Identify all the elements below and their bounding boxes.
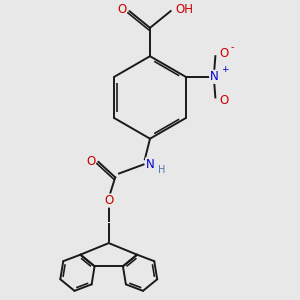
Text: -: - xyxy=(230,42,234,52)
Text: N: N xyxy=(146,158,154,171)
Text: O: O xyxy=(104,194,113,207)
Text: O: O xyxy=(220,47,229,60)
Text: O: O xyxy=(220,94,229,106)
Text: N: N xyxy=(210,70,218,83)
Text: H: H xyxy=(158,165,165,175)
Text: +: + xyxy=(221,65,229,74)
Text: OH: OH xyxy=(176,3,194,16)
Text: O: O xyxy=(86,155,95,168)
Text: O: O xyxy=(117,3,126,16)
